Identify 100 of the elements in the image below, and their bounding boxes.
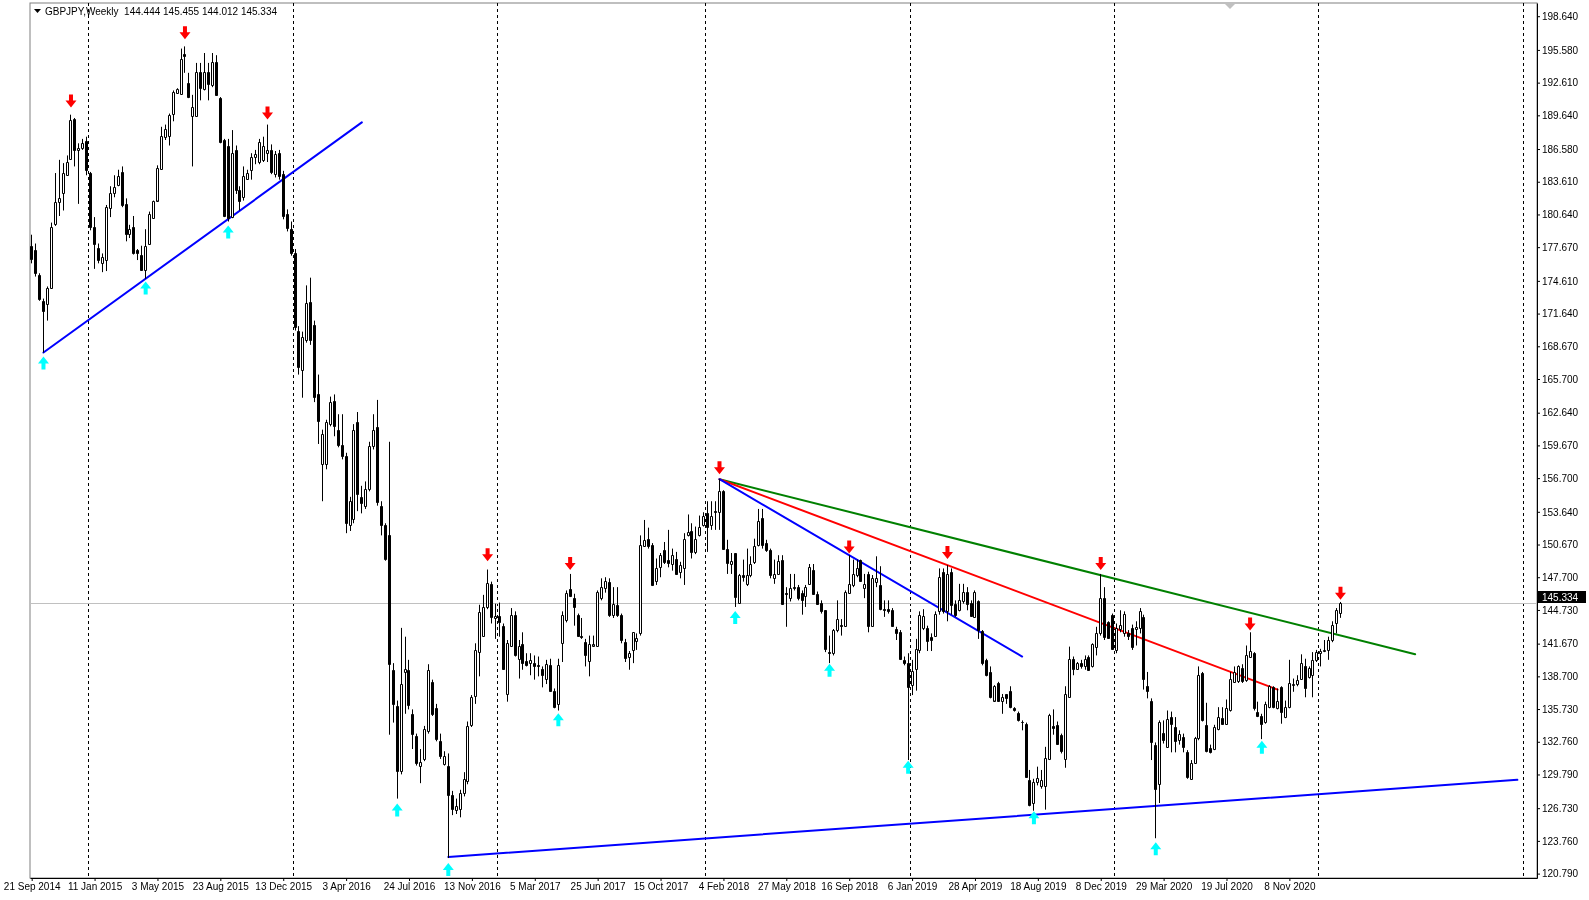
candlestick: [1076, 661, 1079, 671]
candlestick: [1280, 685, 1283, 725]
y-tick-label: 195.580: [1542, 44, 1579, 56]
candlestick: [132, 215, 135, 256]
y-tick-label: 162.640: [1542, 407, 1579, 419]
y-tick-label: 129.790: [1542, 769, 1579, 781]
y-tick-label: 174.610: [1542, 275, 1579, 287]
y-tick-label: 135.730: [1542, 703, 1579, 715]
y-tick-label: 186.580: [1542, 143, 1579, 155]
x-tick-label: 13 Dec 2015: [255, 881, 313, 893]
x-tick-label: 3 Apr 2016: [322, 881, 372, 893]
x-tick-label: 15 Oct 2017: [633, 881, 689, 893]
x-tick-label: 21 Sep 2014: [3, 881, 61, 893]
point: [65, 94, 77, 108]
y-tick-label: 120.790: [1542, 868, 1579, 880]
candlestick: [801, 589, 804, 616]
point: [1334, 586, 1346, 600]
candlestick: [1237, 664, 1240, 684]
candlestick: [946, 564, 949, 622]
candlestick: [533, 654, 536, 681]
y-tick-label: 183.610: [1542, 176, 1579, 188]
candlestick: [1123, 610, 1126, 638]
x-tick-label: 19 Jul 2020: [1201, 881, 1254, 893]
candlestick: [934, 610, 937, 638]
point: [1244, 617, 1256, 631]
candlestick: [588, 635, 591, 677]
candlestick: [753, 538, 756, 565]
x-tick-label: 6 Jan 2019: [887, 881, 938, 893]
x-tick-label: 18 Aug 2019: [1010, 881, 1067, 893]
candlestick: [1009, 685, 1012, 709]
point: [713, 461, 725, 475]
candlestick: [333, 393, 336, 437]
candlestick: [1080, 659, 1083, 670]
point: [1095, 557, 1107, 571]
candlestick: [1146, 671, 1149, 699]
candlestick: [938, 567, 941, 616]
point: [482, 548, 494, 562]
x-tick-label: 29 Mar 2020: [1136, 881, 1193, 893]
ref-line-label: 145.334: [1542, 591, 1579, 603]
candlestick: [38, 272, 41, 302]
y-tick-label: 150.670: [1542, 539, 1579, 551]
point: [222, 225, 234, 239]
x-tick-label: 4 Feb 2018: [698, 881, 750, 893]
point: [564, 557, 576, 571]
point: [552, 713, 564, 727]
candlestick: [392, 662, 395, 724]
x-tick-label: 28 Apr 2019: [948, 881, 1003, 893]
candlestick: [411, 708, 414, 750]
y-tick-label: 153.640: [1542, 506, 1579, 518]
x-tick-label: 11 Jan 2015: [67, 881, 123, 893]
y-tick-label: 165.700: [1542, 373, 1579, 385]
candlestick: [1017, 711, 1020, 722]
y-tick-label: 171.640: [1542, 308, 1579, 320]
candlestick: [360, 485, 363, 514]
candlestick: [734, 552, 737, 608]
y-tick-label: 168.670: [1542, 340, 1579, 352]
candlestick: [746, 548, 749, 587]
candlestick: [250, 152, 253, 181]
y-tick-label: 198.640: [1542, 10, 1579, 22]
candlestick: [1205, 702, 1208, 753]
x-tick-label: 5 Mar 2017: [509, 881, 561, 893]
candlestick: [388, 441, 391, 736]
y-tick-label: 138.700: [1542, 671, 1579, 683]
candlestick: [1186, 749, 1189, 780]
x-tick-label: 3 May 2015: [131, 881, 185, 893]
candlestick: [1170, 711, 1173, 753]
candlestick: [859, 559, 862, 583]
candlestick: [1131, 624, 1134, 651]
candlestick: [757, 508, 760, 547]
candlestick: [557, 658, 560, 711]
y-tick-label: 141.670: [1542, 638, 1579, 650]
candlestick: [1272, 685, 1275, 709]
y-tick-label: 180.640: [1542, 209, 1579, 221]
candlestick: [1150, 697, 1153, 761]
point: [941, 546, 953, 559]
x-tick-label: 25 Jun 2017: [570, 881, 627, 893]
y-tick-label: 159.670: [1542, 440, 1579, 452]
y-tick-label: 177.670: [1542, 241, 1579, 253]
point: [843, 540, 855, 554]
y-tick-label: 144.730: [1542, 604, 1579, 616]
x-tick-label: 8 Dec 2019: [1075, 881, 1128, 893]
point: [262, 106, 273, 120]
candlestick: [447, 752, 450, 859]
candlestick: [1182, 733, 1185, 753]
candlestick: [537, 656, 540, 677]
point: [179, 26, 191, 40]
candlestick: [1013, 706, 1016, 713]
x-tick-label: 16 Sep 2018: [821, 881, 879, 893]
candlestick: [231, 129, 234, 219]
candlestick: [675, 551, 678, 576]
candlestick: [470, 694, 473, 728]
point: [442, 863, 454, 877]
candlestick: [580, 617, 583, 640]
candlestick: [698, 515, 701, 537]
x-tick-label: 24 Jul 2016: [383, 881, 436, 893]
point: [729, 610, 741, 624]
point: [1256, 740, 1268, 754]
point: [824, 663, 836, 677]
candlestick: [1311, 651, 1314, 698]
candlestick: [1166, 709, 1169, 749]
